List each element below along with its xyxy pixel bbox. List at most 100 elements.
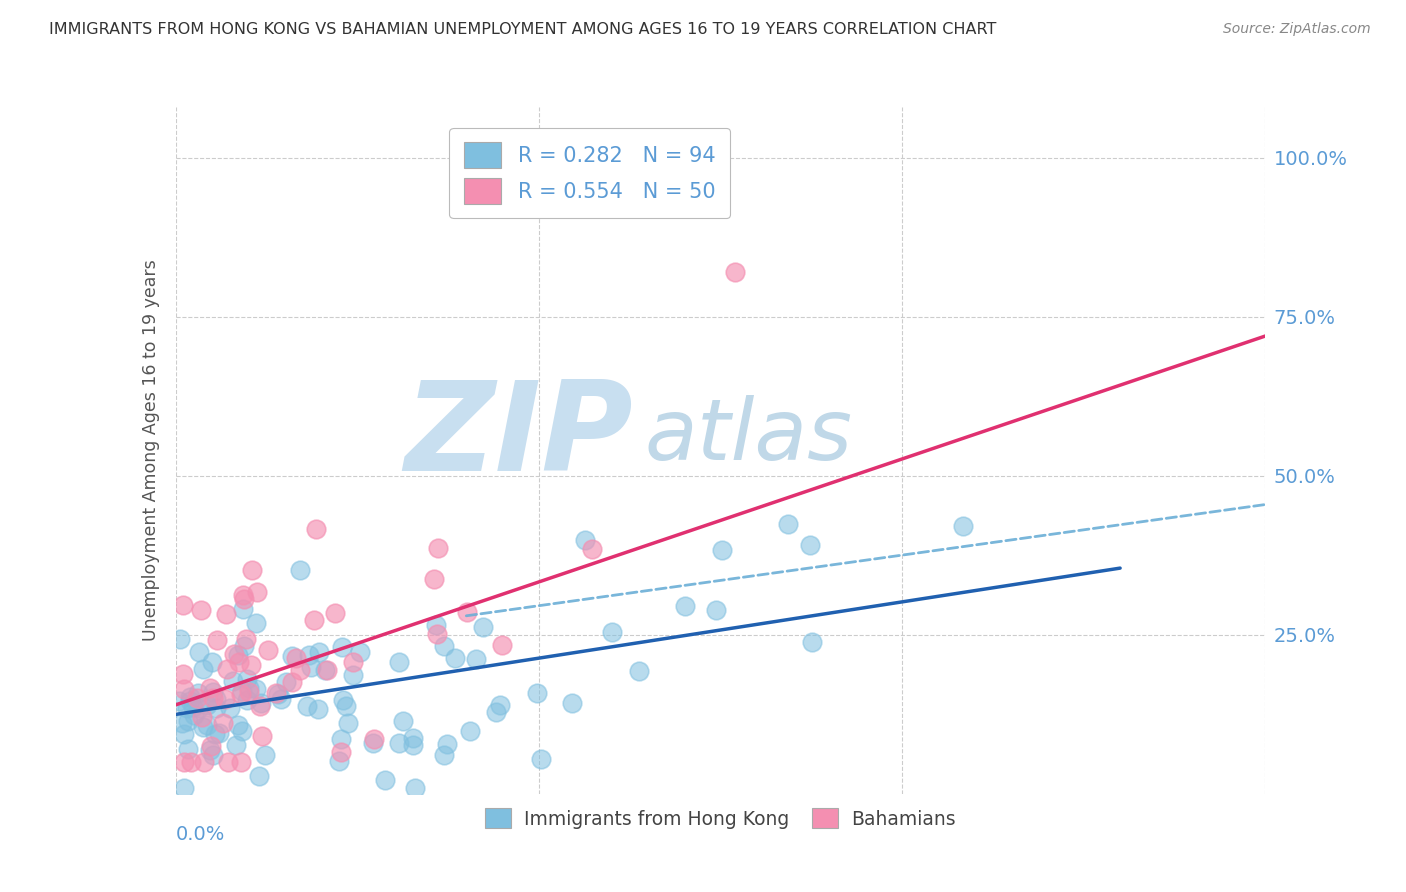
- Point: [433, 640, 456, 654]
- Point: [188, 700, 211, 714]
- Point: [471, 620, 494, 634]
- Point: [330, 640, 353, 654]
- Point: [204, 727, 226, 741]
- Point: [205, 632, 228, 647]
- Point: [212, 715, 235, 730]
- Point: [314, 663, 336, 677]
- Point: [288, 563, 311, 577]
- Point: [231, 755, 253, 769]
- Point: [208, 726, 231, 740]
- Point: [231, 684, 253, 698]
- Point: [799, 538, 821, 552]
- Point: [172, 598, 194, 612]
- Point: [374, 772, 396, 787]
- Point: [458, 724, 481, 739]
- Point: [179, 693, 201, 707]
- Point: [176, 701, 198, 715]
- Point: [254, 747, 277, 762]
- Point: [404, 780, 426, 795]
- Point: [195, 718, 218, 732]
- Point: [952, 519, 974, 533]
- Point: [172, 666, 194, 681]
- Point: [330, 732, 353, 747]
- Point: [236, 672, 259, 686]
- Point: [332, 692, 354, 706]
- Point: [190, 603, 212, 617]
- Point: [387, 736, 409, 750]
- Point: [530, 752, 553, 766]
- Point: [329, 745, 352, 759]
- Point: [198, 681, 221, 695]
- Point: [316, 663, 339, 677]
- Point: [433, 747, 456, 762]
- Point: [173, 755, 195, 769]
- Point: [402, 731, 425, 746]
- Point: [489, 698, 512, 713]
- Point: [342, 668, 364, 682]
- Point: [361, 736, 384, 750]
- Point: [336, 716, 359, 731]
- Point: [201, 685, 224, 699]
- Point: [711, 543, 734, 558]
- Point: [245, 616, 267, 631]
- Point: [288, 664, 311, 678]
- Point: [574, 533, 596, 547]
- Point: [281, 649, 304, 664]
- Point: [201, 747, 224, 762]
- Point: [217, 755, 239, 769]
- Text: ZIP: ZIP: [405, 376, 633, 497]
- Point: [187, 645, 209, 659]
- Point: [193, 662, 215, 676]
- Point: [323, 607, 346, 621]
- Point: [270, 692, 292, 706]
- Point: [201, 690, 224, 705]
- Point: [238, 681, 260, 695]
- Point: [776, 516, 799, 531]
- Point: [228, 655, 250, 669]
- Point: [205, 691, 228, 706]
- Point: [391, 714, 413, 728]
- Point: [225, 738, 247, 752]
- Point: [267, 687, 290, 701]
- Point: [191, 720, 214, 734]
- Point: [180, 755, 202, 769]
- Point: [195, 698, 218, 713]
- Point: [581, 541, 603, 556]
- Point: [436, 737, 458, 751]
- Point: [232, 602, 254, 616]
- Point: [183, 708, 205, 723]
- Point: [673, 599, 696, 613]
- Point: [335, 698, 357, 713]
- Point: [426, 541, 449, 555]
- Point: [232, 639, 254, 653]
- Text: atlas: atlas: [644, 395, 852, 478]
- Point: [191, 710, 214, 724]
- Point: [425, 618, 447, 632]
- Point: [295, 698, 318, 713]
- Point: [235, 632, 257, 646]
- Point: [388, 655, 411, 669]
- Legend: Immigrants from Hong Kong, Bahamians: Immigrants from Hong Kong, Bahamians: [478, 800, 963, 836]
- Point: [247, 769, 270, 783]
- Point: [302, 613, 325, 627]
- Point: [238, 685, 260, 699]
- Point: [307, 702, 329, 716]
- Point: [485, 705, 508, 719]
- Point: [187, 686, 209, 700]
- Point: [198, 743, 221, 757]
- Point: [232, 588, 254, 602]
- Point: [426, 626, 449, 640]
- Point: [257, 642, 280, 657]
- Point: [308, 645, 330, 659]
- Point: [169, 693, 191, 707]
- Point: [305, 522, 328, 536]
- Point: [245, 584, 267, 599]
- Point: [704, 603, 727, 617]
- Point: [228, 717, 250, 731]
- Point: [169, 632, 191, 646]
- Point: [444, 650, 467, 665]
- Point: [801, 635, 824, 649]
- Point: [276, 675, 298, 690]
- Point: [264, 686, 287, 700]
- Point: [250, 696, 273, 710]
